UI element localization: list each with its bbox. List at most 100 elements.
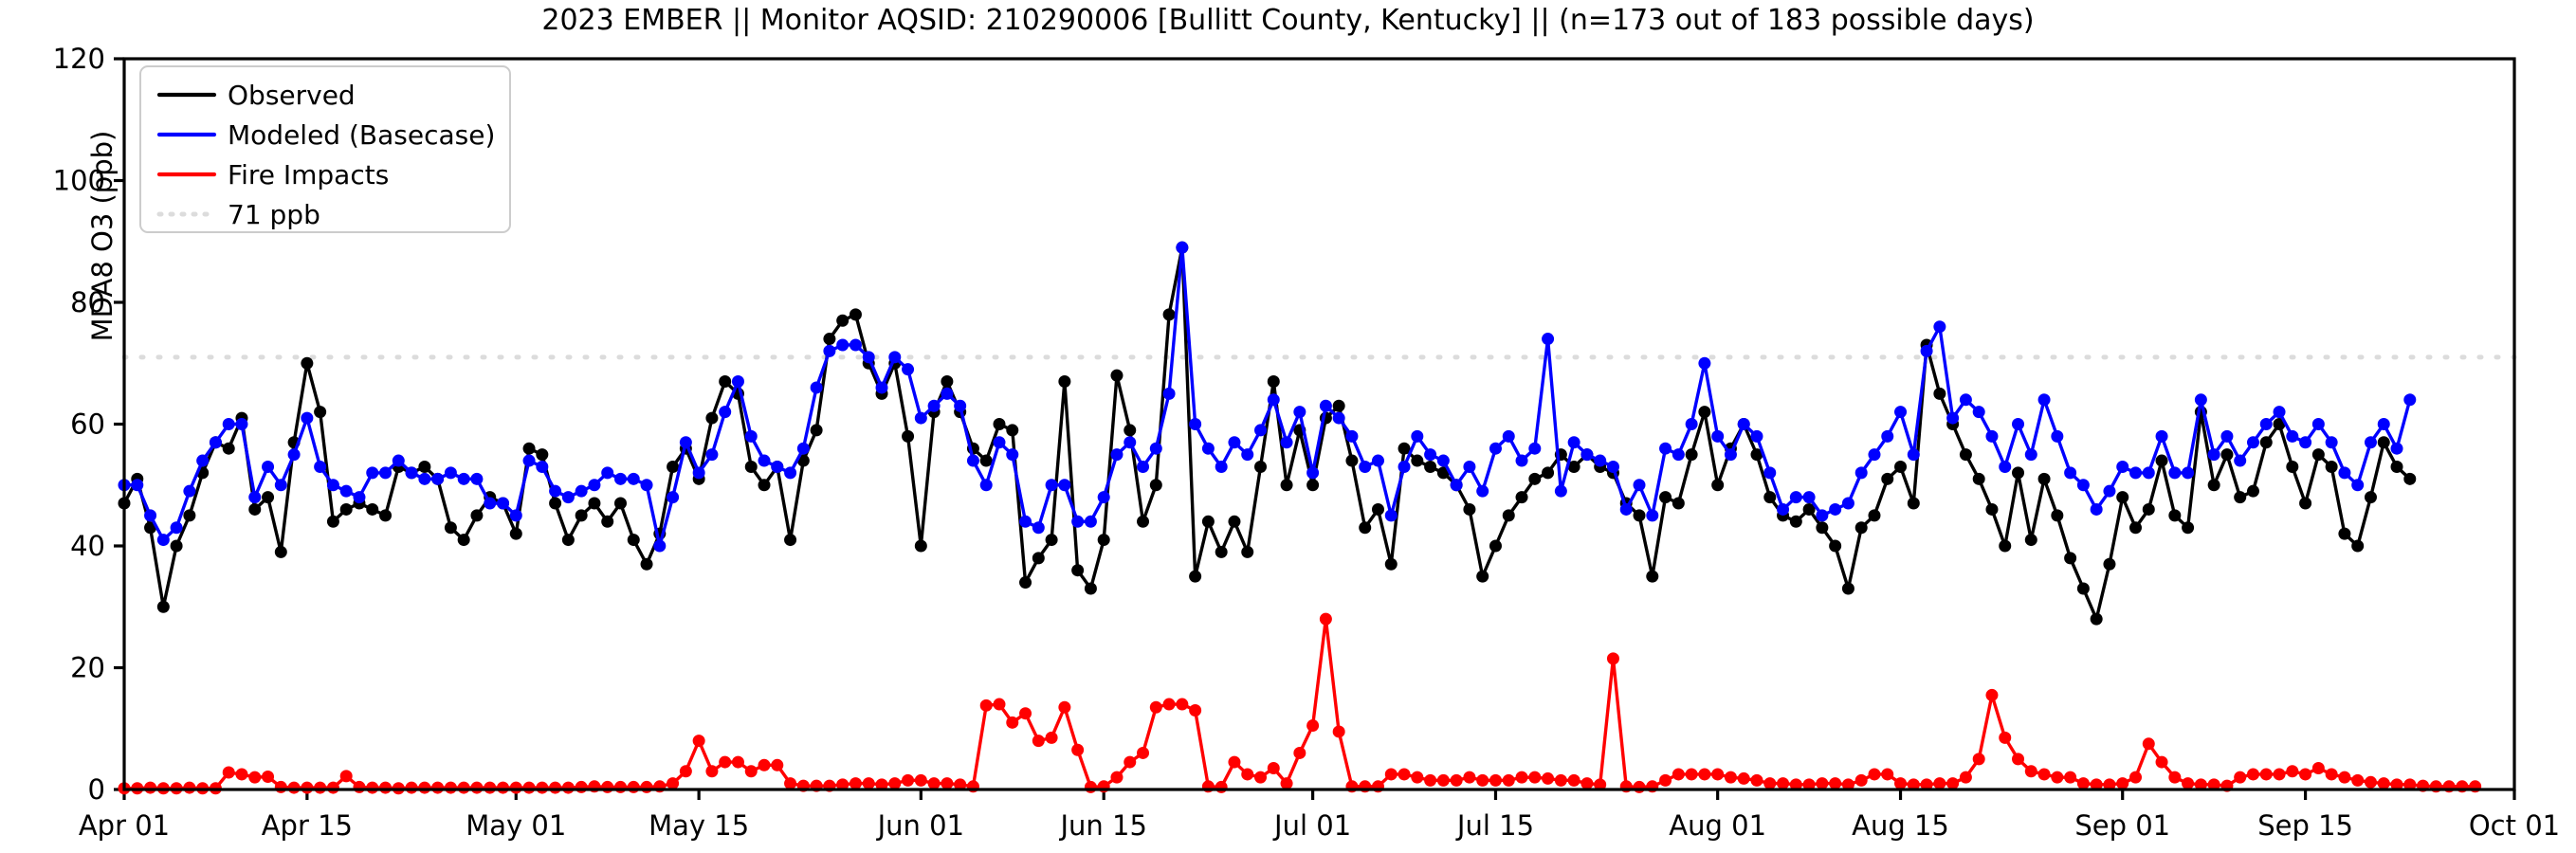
data-point (2377, 436, 2390, 449)
data-point (1463, 460, 1476, 473)
data-point (2286, 460, 2299, 473)
data-point (497, 781, 509, 794)
data-point (326, 781, 339, 794)
data-point (810, 381, 823, 394)
data-point (1137, 746, 1150, 759)
data-point (301, 356, 314, 370)
data-point (1606, 460, 1619, 473)
data-point (1398, 768, 1411, 781)
data-point (719, 375, 732, 389)
data-point (2064, 552, 2077, 565)
data-point (444, 781, 457, 794)
data-point (1137, 515, 1150, 528)
data-point (796, 442, 810, 455)
data-point (1750, 429, 1763, 443)
data-point (2246, 768, 2259, 781)
data-point (1254, 460, 1268, 473)
data-point (2037, 472, 2051, 485)
data-point (509, 509, 522, 522)
legend-box (139, 65, 511, 233)
data-point (1332, 399, 1345, 412)
data-point (444, 466, 457, 480)
data-point (1424, 460, 1437, 473)
data-point (2024, 765, 2037, 778)
data-point (470, 509, 484, 522)
legend-item[interactable]: Observed (156, 80, 356, 111)
chart-legend[interactable]: Observed Modeled (Basecase) Fire Impacts 71… (139, 65, 511, 233)
data-point (2076, 479, 2090, 492)
data-point (1137, 460, 1150, 473)
data-point (2299, 436, 2312, 449)
data-point (1006, 448, 1019, 462)
data-point (2286, 429, 2299, 443)
data-point (1646, 570, 1659, 583)
data-point (823, 333, 836, 346)
data-point (1829, 539, 1842, 553)
data-point (2168, 509, 2182, 522)
data-point (1672, 448, 1685, 462)
data-point (2259, 436, 2273, 449)
data-point (1215, 780, 1228, 793)
data-point (339, 502, 353, 516)
data-point (2129, 771, 2142, 784)
legend-item[interactable]: Modeled (Basecase) (156, 119, 495, 151)
legend-item[interactable]: Fire Impacts (156, 159, 389, 191)
data-point (1933, 777, 1946, 790)
data-point (1894, 777, 1908, 790)
data-point (301, 781, 314, 794)
data-point (2403, 778, 2417, 791)
data-point (1959, 771, 1972, 784)
data-point (522, 454, 536, 467)
data-point (601, 780, 614, 793)
data-point (1502, 773, 1515, 787)
data-point (405, 781, 418, 794)
data-point (966, 454, 979, 467)
data-point (1528, 771, 1542, 784)
data-point (2351, 479, 2365, 492)
data-point (1659, 773, 1672, 787)
x-tick-label: Aug 15 (1852, 809, 1949, 842)
data-point (1750, 448, 1763, 462)
data-point (2351, 773, 2365, 787)
data-point (2390, 778, 2403, 791)
data-point (1424, 773, 1437, 787)
data-point (536, 781, 549, 794)
data-point (549, 781, 562, 794)
y-tick-label: 80 (70, 286, 105, 318)
data-point (640, 780, 653, 793)
data-point (1267, 375, 1280, 389)
data-point (979, 454, 993, 467)
data-point (1045, 479, 1058, 492)
data-point (1476, 773, 1489, 787)
data-point (613, 497, 627, 510)
data-point (1293, 746, 1306, 759)
data-point (2051, 771, 2064, 784)
data-point (1985, 688, 1999, 701)
data-point (2182, 521, 2195, 535)
data-point (457, 534, 470, 547)
data-point (744, 765, 758, 778)
data-point (1058, 700, 1071, 714)
data-point (784, 777, 797, 790)
data-point (2129, 466, 2142, 480)
data-point (1933, 387, 1946, 400)
data-point (2246, 436, 2259, 449)
data-point (1829, 777, 1842, 790)
data-point (836, 338, 850, 352)
data-point (914, 411, 927, 425)
data-point (2325, 436, 2338, 449)
legend-item[interactable]: 71 ppb (156, 199, 320, 230)
data-point (914, 773, 927, 787)
data-point (2182, 777, 2195, 790)
data-point (914, 539, 927, 553)
data-point (1097, 534, 1110, 547)
data-point (2064, 466, 2077, 480)
data-point (601, 466, 614, 480)
y-tick-label: 40 (70, 530, 105, 562)
data-point (1542, 333, 1555, 346)
data-point (2037, 393, 2051, 407)
data-point (262, 771, 275, 784)
legend-label: Modeled (Basecase) (228, 119, 495, 151)
data-point (2182, 466, 2195, 480)
data-point (2168, 771, 2182, 784)
